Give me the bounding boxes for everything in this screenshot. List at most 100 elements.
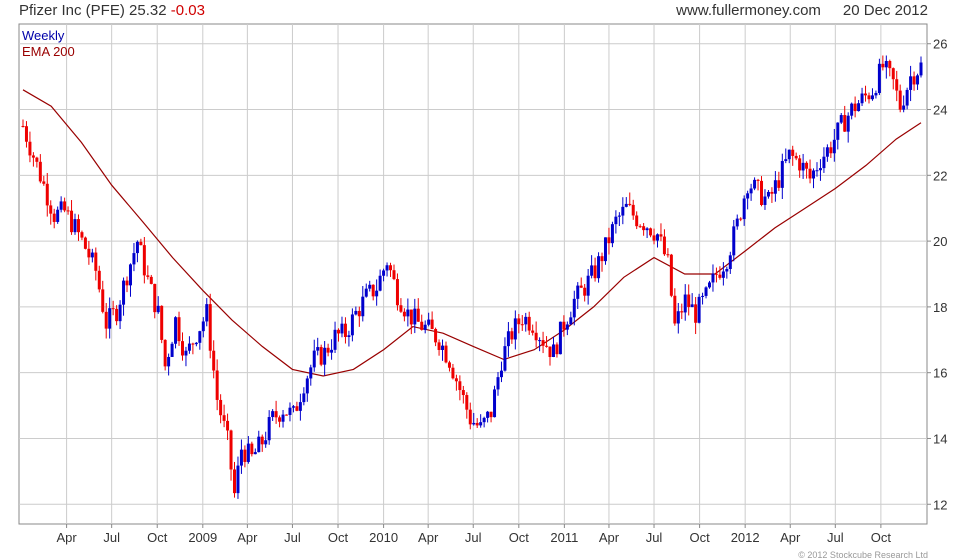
candle-body — [163, 339, 167, 367]
candle — [836, 122, 840, 150]
candle — [655, 233, 659, 248]
candle — [215, 359, 219, 411]
x-tick-label: Apr — [418, 530, 439, 545]
candle-body — [302, 393, 306, 403]
candle — [486, 410, 490, 423]
candle-body — [389, 265, 393, 271]
candle — [104, 303, 108, 339]
candle-body — [201, 321, 205, 332]
candle — [389, 262, 393, 277]
candle-body — [475, 422, 479, 426]
candle — [357, 306, 361, 327]
candle — [895, 70, 899, 102]
candle — [423, 320, 427, 334]
x-tick-label: Oct — [328, 530, 349, 545]
candle-body — [742, 198, 746, 220]
candle — [364, 283, 368, 298]
ema-layer — [22, 89, 922, 377]
candle — [756, 178, 760, 191]
candle — [375, 279, 379, 306]
candle — [285, 414, 289, 416]
candle — [545, 336, 549, 348]
candle — [402, 308, 406, 322]
candle — [534, 321, 538, 348]
candle — [673, 288, 677, 326]
candle — [815, 162, 819, 177]
candle-body — [642, 226, 646, 231]
candle — [496, 372, 500, 396]
candle-body — [330, 349, 334, 353]
candle — [649, 227, 653, 238]
candle — [278, 415, 282, 428]
candle-body — [673, 295, 677, 324]
candle-body — [763, 196, 767, 205]
candle-body — [97, 270, 101, 290]
candle-body — [149, 276, 153, 284]
candle-body — [458, 381, 462, 391]
candle-body — [805, 162, 809, 169]
candle — [569, 311, 573, 325]
candle-body — [572, 298, 576, 318]
candle — [416, 298, 420, 322]
candle — [298, 393, 302, 421]
candle — [337, 328, 341, 342]
candle — [205, 298, 209, 327]
candle-body — [867, 95, 871, 100]
candle-body — [662, 236, 666, 255]
candle — [56, 206, 60, 224]
candle-body — [832, 139, 836, 154]
candle — [253, 448, 257, 455]
candle-body — [486, 411, 490, 418]
candle-body — [472, 422, 476, 425]
candle-body — [777, 180, 781, 188]
candle — [472, 412, 476, 426]
candle — [24, 121, 28, 148]
candle — [510, 327, 514, 344]
candle — [760, 176, 764, 207]
candle-body — [357, 310, 361, 317]
candle — [780, 153, 784, 199]
candle — [38, 154, 42, 184]
candle-body — [877, 63, 881, 94]
candle-body — [829, 147, 833, 154]
x-tick-label: Oct — [871, 530, 892, 545]
candle-body — [70, 210, 74, 233]
candle — [413, 298, 417, 334]
candle-body — [437, 342, 441, 350]
candle — [687, 284, 691, 316]
candle-body — [444, 345, 448, 363]
candle-body — [895, 79, 899, 91]
candle-body — [371, 284, 375, 297]
candle — [49, 200, 53, 225]
candle-body — [905, 89, 909, 106]
candle — [42, 175, 46, 186]
y-tick-label: 22 — [933, 168, 947, 183]
candle — [319, 344, 323, 367]
candle-body — [364, 288, 368, 297]
candle-body — [378, 275, 382, 291]
candle-body — [791, 149, 795, 156]
candle-body — [760, 180, 764, 205]
candle — [323, 341, 327, 376]
candle — [274, 400, 278, 424]
candle-body — [603, 237, 607, 262]
candle-body — [520, 324, 524, 326]
candle-body — [285, 414, 289, 416]
candle — [558, 321, 562, 355]
candle — [642, 223, 646, 236]
candle — [70, 200, 74, 235]
candle-body — [208, 304, 212, 351]
candle — [805, 161, 809, 179]
candle — [479, 414, 483, 428]
candle — [725, 266, 729, 279]
candle-body — [631, 204, 635, 216]
candle-body — [312, 350, 316, 368]
candle — [829, 141, 833, 158]
candle — [624, 197, 628, 208]
candle-body — [90, 252, 94, 258]
candle-body — [534, 332, 538, 341]
candle-body — [402, 311, 406, 317]
x-tick-label: Apr — [237, 530, 258, 545]
candle — [846, 112, 850, 143]
candle-body — [746, 193, 750, 199]
